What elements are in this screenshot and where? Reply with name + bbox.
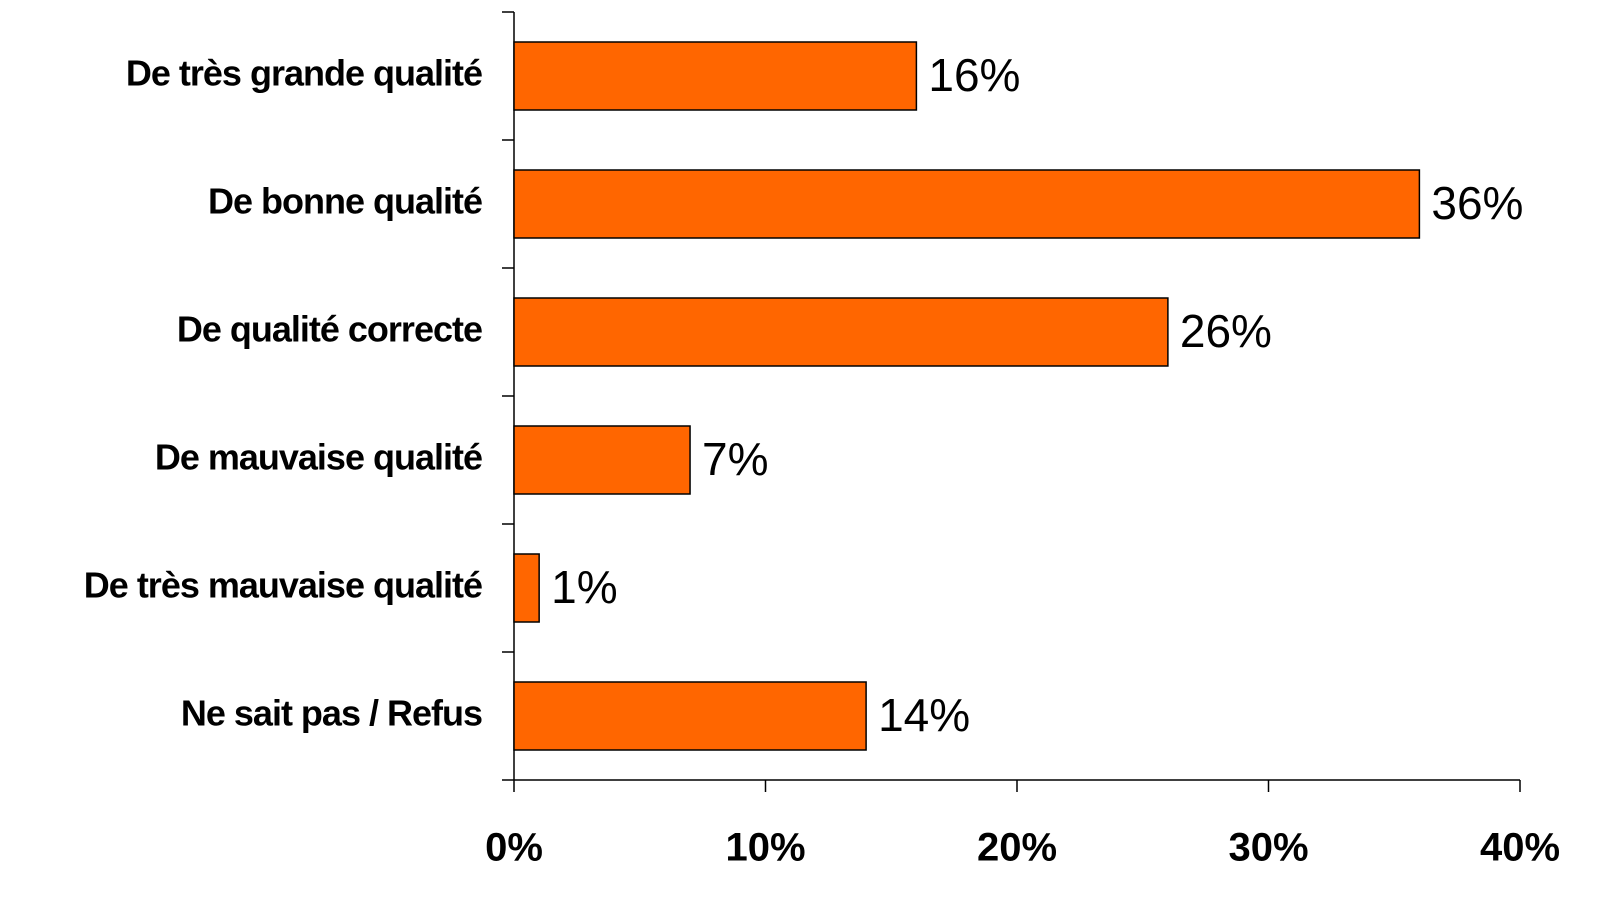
category-label: Ne sait pas / Refus (181, 693, 482, 734)
bar (513, 553, 540, 623)
bar (513, 681, 867, 751)
bar (513, 425, 691, 495)
value-label: 16% (928, 49, 1020, 101)
value-label: 7% (702, 433, 768, 485)
value-label: 1% (551, 561, 617, 613)
category-label: De très grande qualité (126, 53, 482, 94)
bar (513, 41, 918, 111)
value-label: 14% (878, 689, 970, 741)
category-label: De bonne qualité (208, 181, 482, 222)
x-tick-label: 0% (485, 826, 543, 870)
category-label: De qualité correcte (177, 309, 482, 350)
value-label: 26% (1180, 305, 1272, 357)
category-label: De très mauvaise qualité (84, 565, 482, 606)
value-label: 36% (1431, 177, 1523, 229)
x-tick-label: 30% (1228, 826, 1308, 870)
x-tick-label: 20% (977, 826, 1057, 870)
x-tick-label: 10% (725, 826, 805, 870)
bar (513, 297, 1169, 367)
category-label: De mauvaise qualité (155, 437, 482, 478)
bar (513, 169, 1421, 239)
x-tick-label: 40% (1480, 826, 1560, 870)
